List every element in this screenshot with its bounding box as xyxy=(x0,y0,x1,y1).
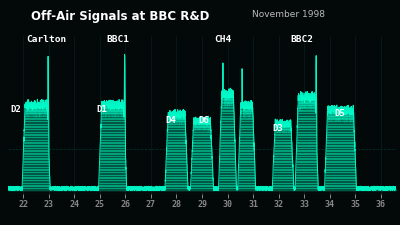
Text: Carlton: Carlton xyxy=(26,35,66,45)
Text: Off-Air Signals at BBC R&D: Off-Air Signals at BBC R&D xyxy=(31,10,209,23)
Text: D4: D4 xyxy=(165,116,176,125)
Text: D5: D5 xyxy=(335,109,346,118)
Text: CH4: CH4 xyxy=(214,35,231,45)
Text: November 1998: November 1998 xyxy=(252,10,325,19)
Text: D6: D6 xyxy=(198,116,209,125)
Text: D3: D3 xyxy=(272,124,283,133)
Text: D2: D2 xyxy=(10,105,21,114)
Text: BBC1: BBC1 xyxy=(106,35,129,45)
Text: BBC2: BBC2 xyxy=(290,35,313,45)
Text: D1: D1 xyxy=(96,105,107,114)
